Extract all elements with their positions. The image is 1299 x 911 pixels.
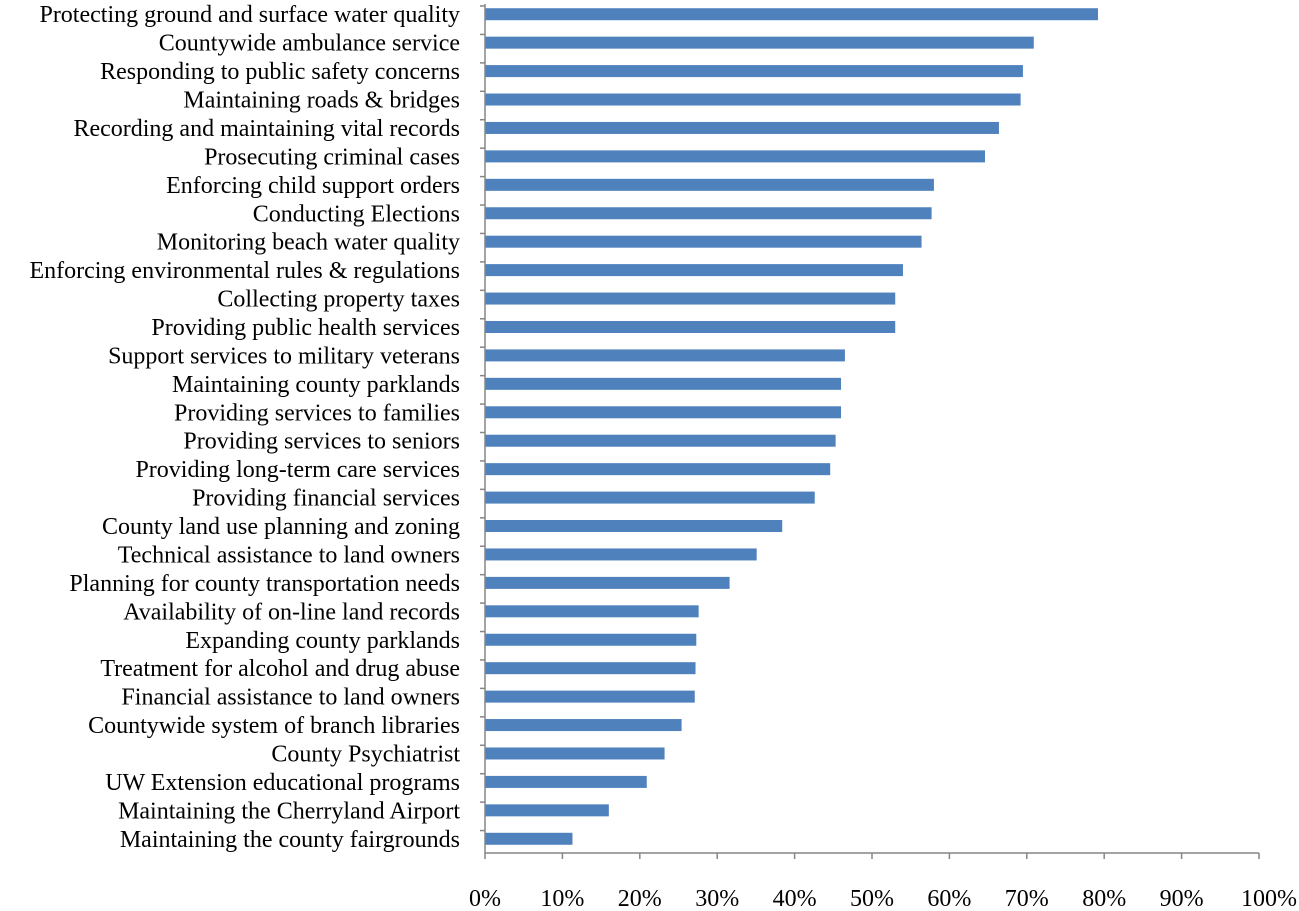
category-label: Collecting property taxes [217,287,460,313]
bar [485,207,932,220]
bar [485,406,842,419]
category-label: County Psychiatrist [271,741,460,767]
bar [485,36,1034,49]
x-tick-label: 80% [1082,886,1126,911]
bar [485,832,573,845]
bar [485,605,699,618]
x-tick-label: 0% [469,886,501,911]
category-label: Enforcing child support orders [166,173,460,199]
category-labels: Protecting ground and surface water qual… [29,2,460,853]
category-label: UW Extension educational programs [105,770,460,796]
bar [485,264,903,277]
category-label: Enforcing environmental rules & regulati… [29,258,460,284]
x-tick-label: 100% [1241,886,1297,911]
bar [485,548,757,561]
bar [485,463,831,476]
category-label: Maintaining the county fairgrounds [120,827,460,853]
bar [485,491,815,504]
bar [485,804,609,817]
category-label: Providing public health services [151,315,460,341]
category-label: Financial assistance to land owners [121,685,460,711]
category-label: Prosecuting criminal cases [204,144,460,170]
category-label: Treatment for alcohol and drug abuse [100,656,460,682]
category-label: Support services to military veterans [108,343,460,369]
category-label: Technical assistance to land owners [118,542,460,568]
bar [485,349,845,362]
category-label: Planning for county transportation needs [69,571,460,597]
x-tick-label: 60% [927,886,971,911]
bar [485,662,696,675]
x-tick-labels: 0% 10% 20% 30% 40% 50% 60% 70% 80% 90% 100% [469,886,1297,911]
bar [485,633,697,646]
x-tick-label: 20% [618,886,662,911]
bar [485,65,1023,78]
bar [485,520,783,533]
bar [485,178,934,191]
bar [485,747,665,760]
x-tick-label: 40% [773,886,817,911]
category-label: County land use planning and zoning [102,514,460,540]
bar [485,775,647,788]
category-label: Protecting ground and surface water qual… [39,2,460,28]
bar [485,292,896,305]
category-label: Monitoring beach water quality [157,230,460,256]
bar [485,8,1099,21]
category-label: Conducting Elections [253,201,460,227]
category-label: Maintaining the Cherryland Airport [118,798,460,824]
category-label: Providing services to families [174,400,460,426]
x-tick-label: 70% [1005,886,1049,911]
bar [485,235,922,248]
bar [485,434,836,447]
category-label: Availability of on-line land records [123,599,460,625]
category-label: Countywide ambulance service [159,31,460,57]
bar [485,576,730,589]
bar [485,690,695,703]
bar [485,150,986,163]
bar [485,320,896,333]
category-label: Countywide system of branch libraries [88,713,460,739]
bar [485,121,999,134]
x-tick-label: 90% [1160,886,1204,911]
category-label: Providing services to seniors [183,429,460,455]
bar [485,377,842,390]
category-label: Maintaining roads & bridges [183,88,460,114]
x-tick-label: 10% [540,886,584,911]
category-label: Responding to public safety concerns [100,59,460,85]
bar [485,719,682,732]
x-tick-label: 50% [850,886,894,911]
x-tick-label: 30% [695,886,739,911]
bar [485,93,1021,106]
category-label: Providing long-term care services [135,457,460,483]
axis-layer [480,4,1260,859]
category-label: Recording and maintaining vital records [73,116,460,142]
category-label: Expanding county parklands [185,628,460,654]
category-label: Providing financial services [192,486,460,512]
bars-layer [485,8,1099,845]
category-label: Maintaining county parklands [172,372,460,398]
